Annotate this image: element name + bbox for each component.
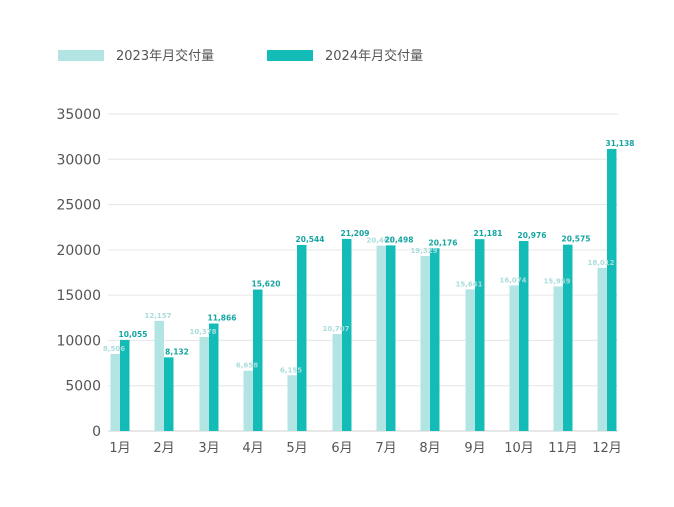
- y-tick-label: 5000: [65, 379, 101, 395]
- data-label-2024: 20,176: [429, 238, 458, 247]
- data-label-2023: 15,641: [455, 280, 482, 288]
- x-tick-label: 2月: [153, 441, 174, 456]
- data-label-2024: 8,132: [165, 347, 189, 356]
- x-tick-label: 5月: [286, 441, 307, 456]
- data-label-2023: 6,658: [236, 362, 258, 370]
- x-tick-label: 11月: [548, 441, 578, 456]
- bar-2024: [430, 248, 440, 431]
- bar-2024: [120, 339, 130, 431]
- data-label-2023: 12,157: [144, 312, 171, 320]
- x-tick-label: 4月: [242, 441, 263, 456]
- data-label-2024: 10,055: [119, 330, 148, 339]
- data-label-2023: 10,707: [322, 325, 349, 333]
- y-tick-label: 35000: [56, 107, 101, 123]
- data-label-2023: 10,378: [189, 328, 216, 336]
- bar-2024: [342, 238, 352, 431]
- bar-2024: [607, 148, 617, 431]
- data-label-2024: 15,620: [252, 280, 281, 289]
- data-label-2024: 20,544: [296, 235, 325, 244]
- y-tick-label: 25000: [56, 198, 101, 214]
- bar-2024: [297, 244, 307, 431]
- x-tick-label: 12月: [592, 441, 622, 456]
- data-label-2023: 18,012: [587, 259, 614, 267]
- data-label-2024: 11,866: [208, 314, 237, 323]
- y-tick-label: 15000: [56, 288, 101, 304]
- data-label-2024: 20,575: [562, 235, 591, 244]
- legend-swatch-2023: [58, 50, 104, 61]
- bar-2023: [553, 286, 563, 431]
- bar-2023: [420, 255, 430, 431]
- bar-2024: [253, 289, 263, 431]
- data-label-2023: 19,329: [410, 247, 437, 255]
- bar-2024: [519, 241, 529, 431]
- bar-2023: [199, 337, 209, 431]
- legend: 2023年月交付量 2024年月交付量: [58, 48, 423, 64]
- bar-2024: [386, 245, 396, 431]
- bar-2023: [110, 353, 120, 431]
- data-label-2023: 8,506: [103, 345, 125, 353]
- y-tick-label: 10000: [56, 333, 101, 349]
- bar-2024: [209, 323, 219, 431]
- bar-2023: [287, 375, 297, 431]
- data-label-2023: 20,462: [366, 237, 393, 245]
- data-label-2023: 6,155: [280, 366, 302, 374]
- x-tick-label: 3月: [198, 441, 219, 456]
- data-label-2024: 21,209: [341, 229, 370, 238]
- data-labels: 8,506 10,055 12,157 8,132 10,378 11,866 6,658 1…: [103, 139, 635, 374]
- data-label-2024: 20,498: [385, 235, 414, 244]
- x-tick-label: 1月: [109, 441, 130, 456]
- data-label-2023: 15,959: [543, 277, 570, 285]
- y-tick-label: 20000: [56, 243, 101, 259]
- legend-label-2023: 2023年月交付量: [116, 48, 214, 64]
- bar-2024: [475, 239, 485, 431]
- x-axis: 1月 2月 3月 4月 5月 6月 7月 8月 9月 10月 11月 12月: [109, 441, 621, 456]
- y-tick-label: 30000: [56, 152, 101, 168]
- x-tick-label: 10月: [504, 441, 534, 456]
- bar-2023: [243, 370, 253, 431]
- data-label-2023: 16,074: [499, 276, 526, 284]
- x-tick-label: 8月: [419, 441, 440, 456]
- bar-2023: [597, 267, 607, 431]
- x-tick-label: 7月: [375, 441, 396, 456]
- bar-2024: [164, 357, 174, 431]
- y-axis: 0 5000 10000 15000 20000 25000 30000 35000: [56, 107, 101, 440]
- y-tick-label: 0: [92, 424, 101, 440]
- bar-2023: [509, 285, 519, 431]
- bar-2023: [332, 334, 342, 431]
- data-label-2024: 20,976: [518, 231, 547, 240]
- x-tick-label: 6月: [331, 441, 352, 456]
- data-label-2024: 21,181: [474, 229, 503, 238]
- bars: [110, 148, 617, 431]
- data-label-2024: 31,138: [606, 139, 635, 148]
- legend-label-2024: 2024年月交付量: [325, 48, 423, 64]
- bar-2024: [563, 244, 573, 431]
- bar-2023: [465, 289, 475, 431]
- legend-swatch-2024: [267, 50, 313, 61]
- bar-2023: [154, 320, 164, 431]
- grid-lines: [108, 113, 618, 432]
- bar-2023: [376, 245, 386, 431]
- x-tick-label: 9月: [464, 441, 485, 456]
